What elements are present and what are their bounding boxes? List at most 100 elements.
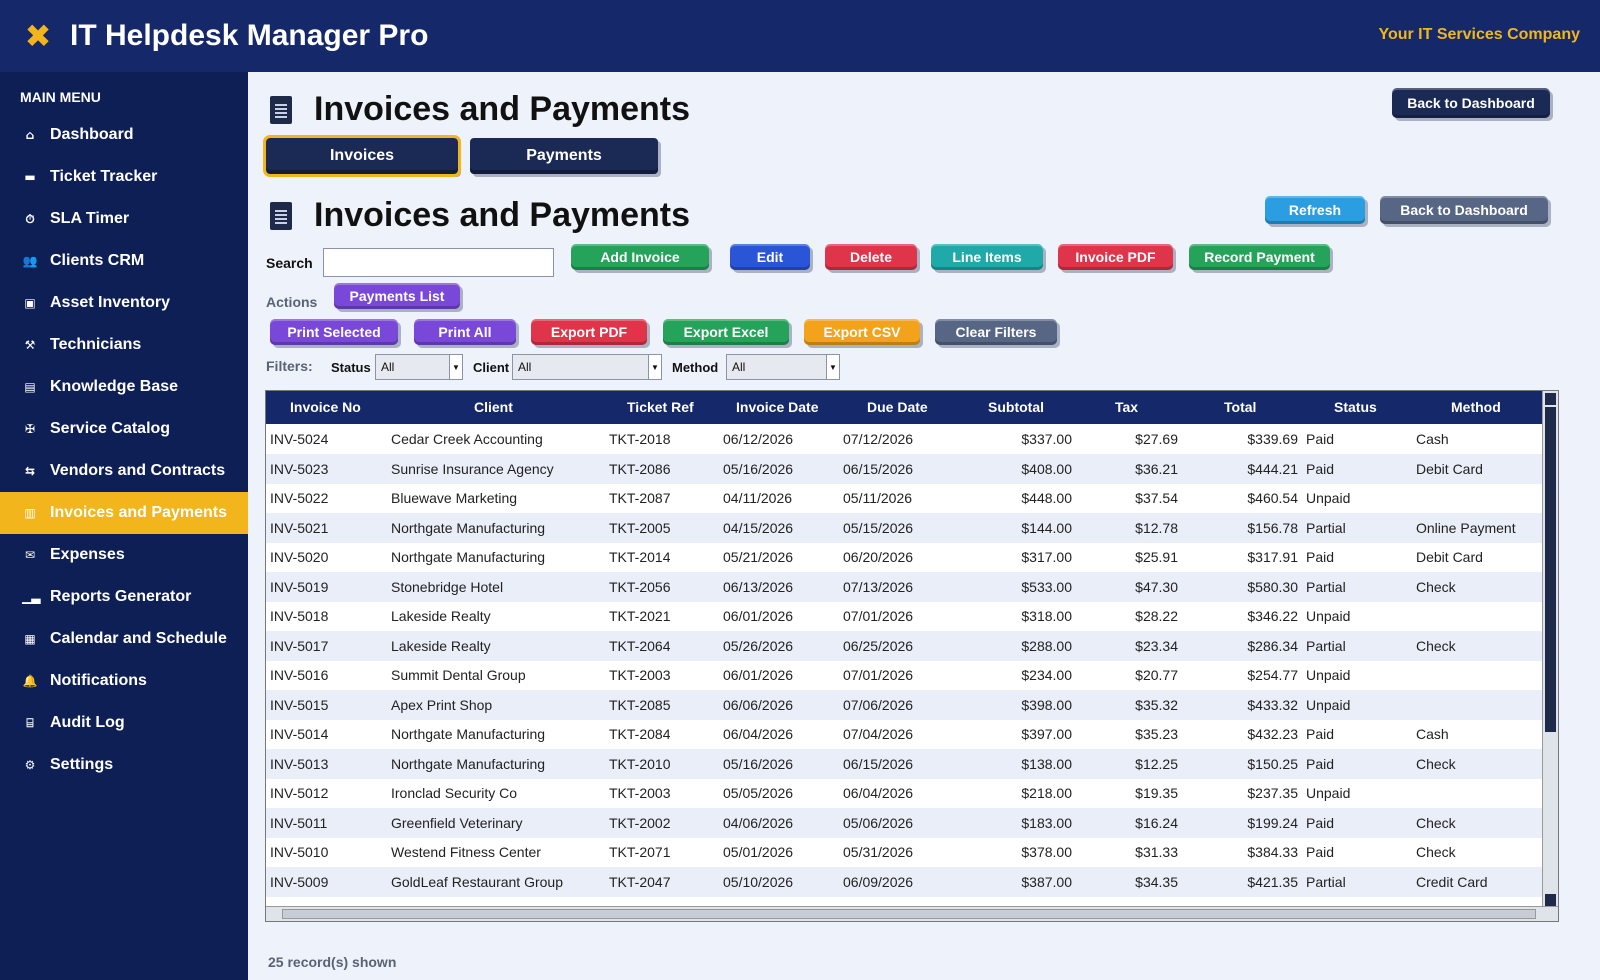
- sidebar-item-clients-crm[interactable]: 👥 Clients CRM: [0, 240, 248, 282]
- cell-total: $444.21: [1247, 460, 1298, 477]
- sidebar-item-sla-timer[interactable]: ⏱ SLA Timer: [0, 198, 248, 240]
- sidebar-item-knowledge-base[interactable]: ▤ Knowledge Base: [0, 366, 248, 408]
- column-header-tax[interactable]: Tax: [1115, 399, 1139, 415]
- sidebar-item-notifications[interactable]: 🔔 Notifications: [0, 660, 248, 702]
- cell-total: $346.22: [1247, 608, 1298, 624]
- print-all-button[interactable]: Print All: [414, 319, 516, 345]
- table-row[interactable]: INV-5023 Sunrise Insurance Agency TKT-2086…: [266, 453, 1542, 484]
- refresh-button[interactable]: Refresh: [1265, 196, 1365, 224]
- table-row[interactable]: INV-5017 Lakeside Realty TKT-2064 05/26/202…: [266, 630, 1542, 661]
- delete-button[interactable]: Delete: [825, 244, 917, 270]
- column-header-method[interactable]: Method: [1451, 399, 1501, 415]
- table-row[interactable]: INV-5013 Northgate Manufacturing TKT-2010 0…: [266, 748, 1542, 779]
- sidebar-item-technicians[interactable]: ⚒ Technicians: [0, 324, 248, 366]
- sidebar-item-ticket-tracker[interactable]: ▬ Ticket Tracker: [0, 156, 248, 198]
- search-input[interactable]: [323, 248, 554, 277]
- tab-payments[interactable]: Payments: [470, 138, 658, 174]
- chevron-down-icon[interactable]: ▼: [449, 355, 462, 379]
- sidebar-item-service-catalog[interactable]: ✠ Service Catalog: [0, 408, 248, 450]
- tab-invoices[interactable]: Invoices: [263, 135, 461, 177]
- cell-due-date: 07/01/2026: [843, 667, 914, 683]
- cell-invoice-no: INV-5023: [270, 460, 329, 477]
- sla-timer-icon: ⏱: [25, 211, 35, 226]
- invoices-table[interactable]: Invoice No Client Ticket Ref Invoice Date Du…: [265, 390, 1559, 922]
- column-header-invoice-no[interactable]: Invoice No: [290, 399, 361, 415]
- sidebar-item-expenses[interactable]: ✉ Expenses: [0, 534, 248, 576]
- sidebar-item-asset-inventory[interactable]: ▣ Asset Inventory: [0, 282, 248, 324]
- client-filter-select[interactable]: All ▼: [512, 354, 662, 380]
- vertical-scrollbar[interactable]: [1542, 391, 1558, 908]
- main-content: Invoices and Payments Back to Dashboard …: [248, 72, 1600, 980]
- table-row[interactable]: INV-5011 Greenfield Veterinary TKT-2002 04/…: [266, 807, 1542, 838]
- sidebar-item-calendar-and-schedule[interactable]: ▦ Calendar and Schedule: [0, 618, 248, 660]
- line-items-button[interactable]: Line Items: [931, 244, 1043, 270]
- sidebar-item-audit-log[interactable]: ⌸ Audit Log: [0, 702, 248, 744]
- table-row[interactable]: INV-5014 Northgate Manufacturing TKT-2084 0…: [266, 719, 1542, 749]
- add-invoice-button[interactable]: Add Invoice: [571, 244, 709, 270]
- invoice-pdf-button[interactable]: Invoice PDF: [1058, 244, 1173, 270]
- table-row[interactable]: INV-5020 Northgate Manufacturing TKT-2014 0…: [266, 542, 1542, 572]
- column-header-due-date[interactable]: Due Date: [867, 399, 928, 415]
- cell-subtotal: $397.00: [1021, 726, 1072, 742]
- cell-tax: $36.21: [1135, 460, 1178, 477]
- sidebar-item-reports-generator[interactable]: ▁▃ Reports Generator: [0, 576, 248, 618]
- horizontal-scrollbar[interactable]: [266, 906, 1558, 921]
- column-header-total[interactable]: Total: [1224, 399, 1257, 415]
- invoice-icon: [270, 201, 292, 230]
- cell-invoice-date: 06/06/2026: [723, 696, 794, 713]
- cell-subtotal: $144.00: [1021, 519, 1072, 536]
- table-row[interactable]: INV-5015 Apex Print Shop TKT-2085 06/06/202…: [266, 689, 1542, 720]
- sidebar-item-label: Reports Generator: [50, 588, 192, 605]
- table-row[interactable]: INV-5012 Ironclad Security Co TKT-2003 05/0…: [266, 778, 1542, 808]
- table-row[interactable]: INV-5018 Lakeside Realty TKT-2021 06/01/202…: [266, 601, 1542, 631]
- column-header-invoice-date[interactable]: Invoice Date: [736, 399, 819, 415]
- method-filter-select[interactable]: All ▼: [726, 354, 840, 380]
- cell-subtotal: $577.00: [962, 903, 1072, 908]
- record-payment-button[interactable]: Record Payment: [1189, 244, 1330, 270]
- column-header-subtotal[interactable]: Subtotal: [988, 399, 1044, 415]
- scrollbar-thumb[interactable]: [282, 909, 1536, 919]
- table-row[interactable]: INV-5008 GoldLeaf Restaurant Group TKT-204…: [266, 896, 1542, 908]
- back-to-dashboard-button[interactable]: Back to Dashboard: [1392, 88, 1550, 118]
- cell-status: Partial: [1306, 873, 1346, 890]
- export-pdf-button[interactable]: Export PDF: [531, 319, 647, 345]
- table-row[interactable]: INV-5010 Westend Fitness Center TKT-2071 05…: [266, 837, 1542, 867]
- scroll-up-icon[interactable]: [1545, 393, 1556, 405]
- status-filter-select[interactable]: All ▼: [375, 354, 463, 380]
- cell-subtotal: $337.00: [1021, 431, 1072, 447]
- app-title: IT Helpdesk Manager Pro: [70, 19, 429, 52]
- cell-method: Credit Card: [1416, 873, 1488, 890]
- chevron-down-icon[interactable]: ▼: [648, 355, 661, 379]
- sidebar-item-vendors-and-contracts[interactable]: ⇆ Vendors and Contracts: [0, 450, 248, 492]
- cell-total: $286.34: [1247, 637, 1298, 654]
- sidebar-item-dashboard[interactable]: ⌂ Dashboard: [0, 114, 248, 156]
- clear-filters-button[interactable]: Clear Filters: [935, 319, 1057, 345]
- section-header: Invoices and Payments: [270, 196, 690, 235]
- edit-button[interactable]: Edit: [730, 244, 810, 270]
- sidebar-item-settings[interactable]: ⚙ Settings: [0, 744, 248, 786]
- table-row[interactable]: INV-5021 Northgate Manufacturing TKT-2005 0…: [266, 512, 1542, 543]
- export-excel-button[interactable]: Export Excel: [663, 319, 789, 345]
- export-csv-button[interactable]: Export CSV: [804, 319, 920, 345]
- scrollbar-thumb[interactable]: [1545, 407, 1556, 732]
- print-selected-button[interactable]: Print Selected: [270, 319, 398, 345]
- table-row[interactable]: INV-5019 Stonebridge Hotel TKT-2056 06/13/2…: [266, 571, 1542, 602]
- table-row[interactable]: INV-5016 Summit Dental Group TKT-2003 06/01…: [266, 660, 1542, 690]
- back-to-dashboard-button-secondary[interactable]: Back to Dashboard: [1380, 196, 1548, 224]
- column-header-ticket-ref[interactable]: Ticket Ref: [627, 399, 694, 415]
- chevron-down-icon[interactable]: ▼: [826, 355, 839, 379]
- table-row[interactable]: INV-5024 Cedar Creek Accounting TKT-2018 06…: [266, 424, 1542, 454]
- cell-tax: $48.99: [1068, 903, 1178, 908]
- cell-subtotal: $448.00: [1021, 490, 1072, 506]
- table-row[interactable]: INV-5009 GoldLeaf Restaurant Group TKT-204…: [266, 866, 1542, 897]
- cell-invoice-date: 04/11/2026: [723, 490, 793, 506]
- column-header-client[interactable]: Client: [474, 399, 513, 415]
- payments-list-button[interactable]: Payments List: [334, 283, 460, 309]
- cell-tax: $23.34: [1135, 637, 1178, 654]
- table-row[interactable]: INV-5022 Bluewave Marketing TKT-2087 04/11/…: [266, 483, 1542, 513]
- cell-ticket-ref: TKT-2003: [609, 785, 671, 801]
- sidebar-item-invoices-and-payments[interactable]: ▥ Invoices and Payments: [0, 492, 248, 534]
- column-header-status[interactable]: Status: [1334, 399, 1377, 415]
- cell-invoice-date: 05/21/2026: [723, 549, 794, 565]
- scroll-down-icon[interactable]: [1545, 894, 1556, 906]
